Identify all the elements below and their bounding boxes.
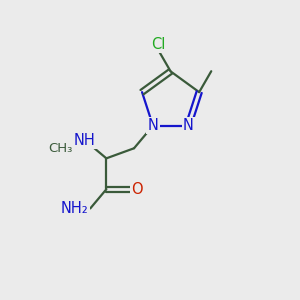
Text: O: O: [131, 182, 142, 197]
Text: NH: NH: [74, 133, 96, 148]
Text: NH₂: NH₂: [61, 201, 89, 216]
Text: N: N: [148, 118, 158, 133]
Text: CH₃: CH₃: [48, 142, 72, 155]
Text: Cl: Cl: [151, 37, 165, 52]
Text: N: N: [183, 118, 194, 133]
